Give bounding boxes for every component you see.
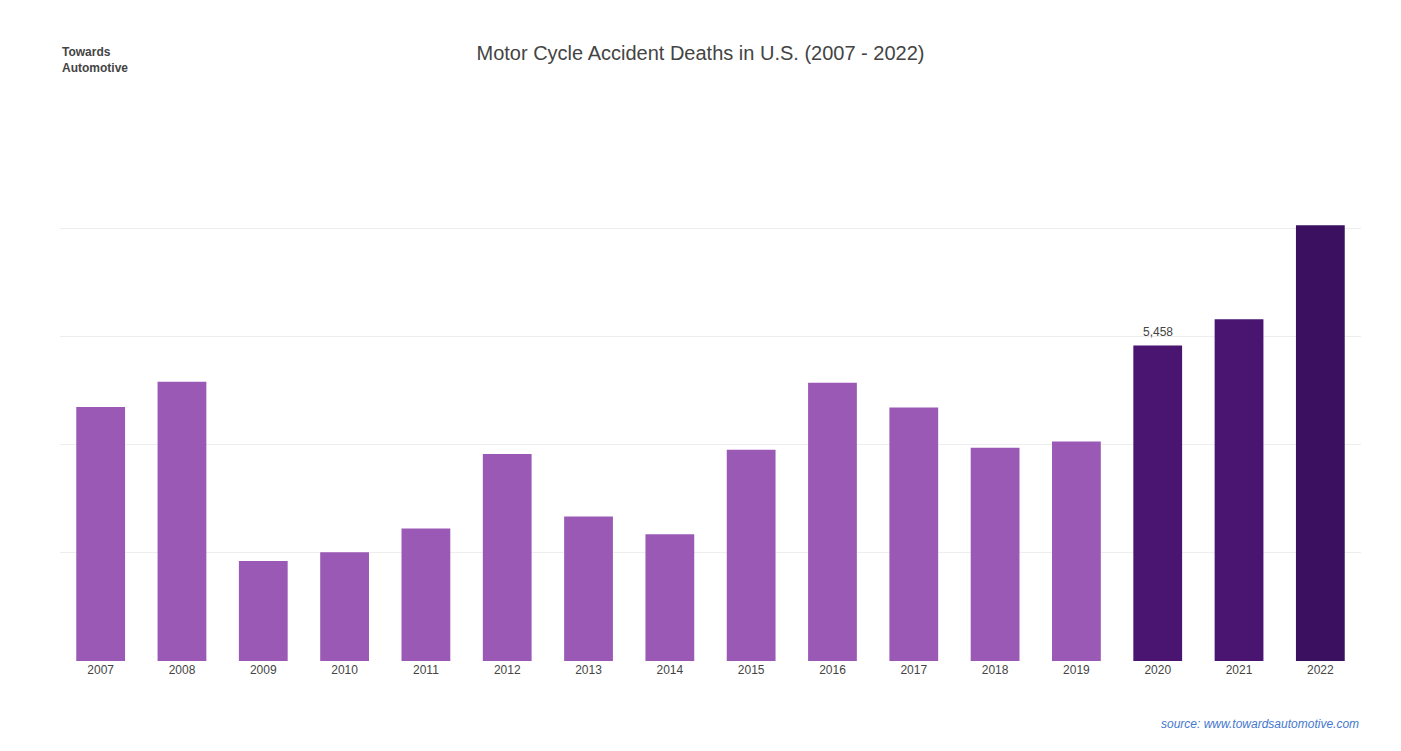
- svg-text:2021: 2021: [1226, 663, 1253, 677]
- svg-text:Motor Cycle Accident Deaths in: Motor Cycle Accident Deaths in U.S. (200…: [477, 42, 925, 64]
- svg-text:TowardsAutomotive: TowardsAutomotive: [62, 45, 128, 75]
- svg-text:2007: 2007: [87, 663, 114, 677]
- svg-text:2020: 2020: [1144, 663, 1171, 677]
- svg-text:2012: 2012: [494, 663, 521, 677]
- svg-text:2013: 2013: [575, 663, 602, 677]
- svg-text:2019: 2019: [1063, 663, 1090, 677]
- svg-text:5,458: 5,458: [1143, 325, 1173, 339]
- svg-text:2009: 2009: [250, 663, 277, 677]
- svg-text:2017: 2017: [900, 663, 927, 677]
- svg-text:2011: 2011: [413, 663, 439, 677]
- svg-text:2016: 2016: [819, 663, 846, 677]
- svg-text:2008: 2008: [169, 663, 196, 677]
- svg-text:2010: 2010: [331, 663, 358, 677]
- svg-text:2018: 2018: [982, 663, 1009, 677]
- svg-text:2014: 2014: [656, 663, 683, 677]
- svg-text:2022: 2022: [1307, 663, 1334, 677]
- svg-text:source: www.towardsautomotive.: source: www.towardsautomotive.com: [1161, 717, 1359, 731]
- svg-text:2015: 2015: [738, 663, 765, 677]
